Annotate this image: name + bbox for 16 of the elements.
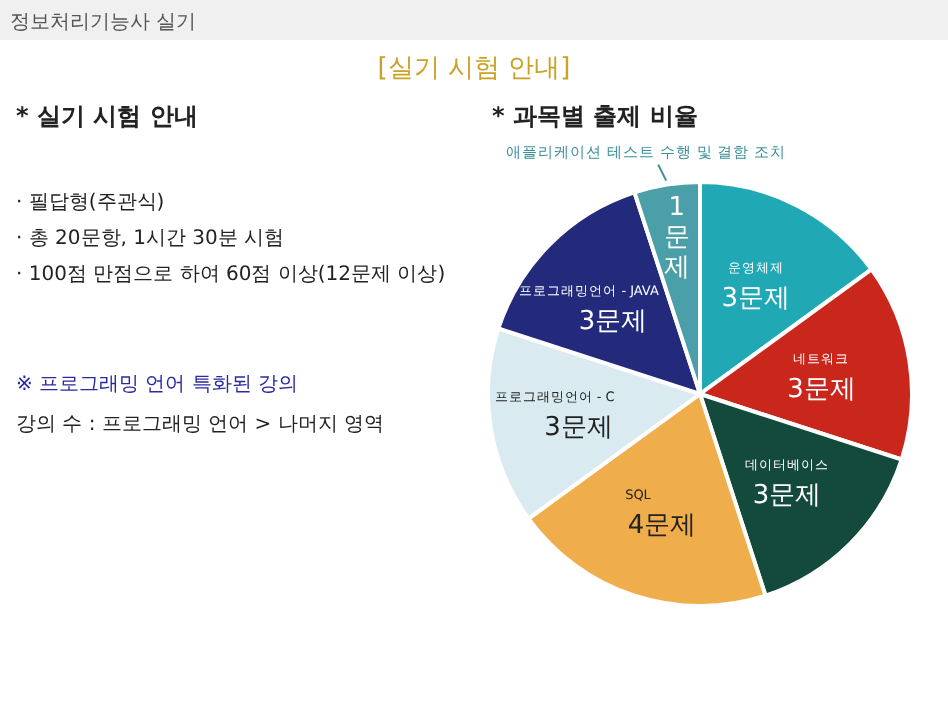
chart-title: * 과목별 출제 비율: [492, 102, 698, 130]
text: ※ 프로그래밍 언어 특화된 강의: [16, 374, 299, 396]
data-label: 3문제: [544, 413, 613, 444]
text: * 실기 시험 안내: [16, 102, 198, 130]
text: [실기 시험 안내]: [377, 54, 571, 84]
data-label: 3문제: [752, 480, 822, 511]
data-label: 3문제: [787, 374, 856, 405]
data-label: 1문제: [663, 193, 690, 284]
text: · 100점 만점으로 하여 60점 이상(12문제 이상): [16, 264, 446, 286]
data-label: 3문제: [721, 284, 791, 315]
text: · 총 20문항, 1시간 30분 시험: [16, 228, 285, 250]
data-label: 4문제: [627, 510, 697, 541]
data-label: 3문제: [578, 307, 648, 338]
text: 강의 수 : 프로그래밍 언어 > 나머지 영역: [16, 414, 384, 436]
text: · 필답형(주관식): [16, 192, 165, 214]
text: 정보처리기능사 실기: [10, 12, 197, 34]
